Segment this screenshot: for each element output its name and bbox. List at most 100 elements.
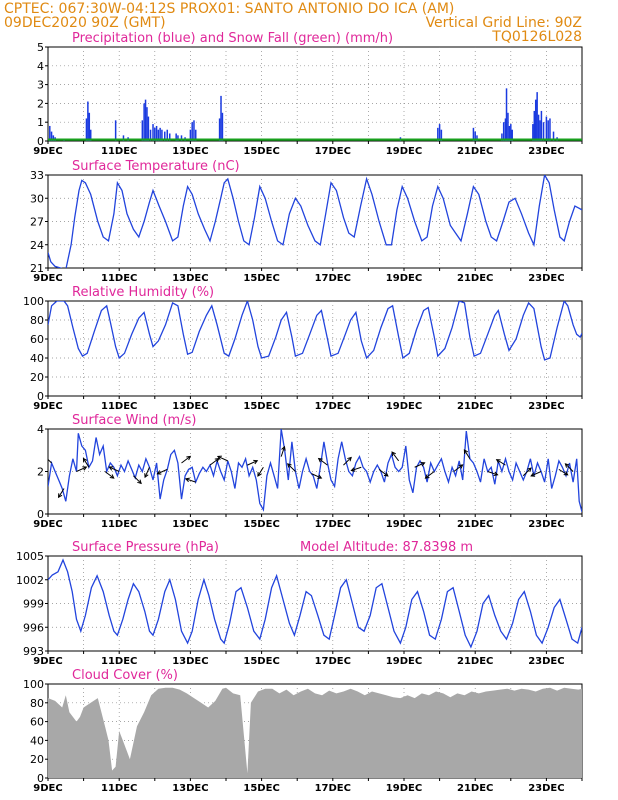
x-tick-label: 19DEC [386, 401, 422, 412]
wind-arrowhead [530, 472, 536, 477]
y-tick-label: 40 [30, 352, 44, 365]
plot-area [48, 88, 582, 141]
precip-bar [532, 124, 534, 141]
y-tick-label: 0 [37, 390, 44, 403]
plot-frame [47, 46, 583, 142]
x-tick-label: 17DEC [315, 273, 351, 284]
precip-bar [552, 131, 555, 141]
wind-arrowhead [495, 459, 501, 464]
y-tick-label: 60 [30, 716, 44, 729]
wind-vector [453, 464, 463, 472]
precip-bar [147, 116, 150, 141]
wind-vector [318, 458, 328, 466]
wind-vector [247, 460, 258, 466]
precip-bar [85, 118, 88, 141]
x-tick-label: 13DEC [172, 273, 208, 284]
x-tick-label: 11DEC [101, 273, 137, 284]
wind-vector [558, 468, 568, 476]
precip-bar [193, 120, 195, 141]
wind-arrowhead [144, 473, 149, 479]
x-tick-label: 15DEC [243, 401, 279, 412]
wind-vector [351, 466, 362, 472]
x-tick-label: 9DEC [33, 273, 62, 284]
plot-frame [47, 300, 583, 397]
wind-arrowhead [463, 449, 469, 454]
wind-vector [565, 463, 574, 472]
x-tick-label: 21DEC [457, 273, 493, 284]
wind-arrowhead [216, 455, 222, 460]
panel-1: 21 24 27 30 33 9DEC 11DEC 13DEC 15DEC 17DEC 19DEC 2… [30, 159, 583, 284]
wind-vector [76, 466, 87, 472]
x-tick-label: 11DEC [101, 783, 137, 794]
header-run-time: 09DEC2020 90Z (GMT) [4, 15, 166, 31]
y-tick-label: 0 [37, 135, 44, 148]
x-tick-label: 15DEC [243, 656, 279, 667]
precip-bar [164, 131, 166, 141]
panel-5: 0 20 40 60 80 100 9DEC 11DEC 13DEC 15DEC 17DEC 19DE… [23, 668, 583, 794]
precip-bar [549, 118, 551, 141]
x-tick-label: 21DEC [457, 146, 493, 157]
wind-arrowhead [156, 470, 162, 475]
precip-bar [114, 120, 117, 141]
precip-bar [146, 107, 148, 141]
y-tick-label: 20 [30, 753, 44, 766]
plot-area [48, 301, 582, 361]
wind-vector [133, 475, 142, 484]
wind-vector [257, 466, 264, 477]
precip-bar [537, 114, 540, 141]
x-tick-label: 17DEC [315, 519, 351, 530]
wind-vector [109, 466, 120, 472]
y-tick-label: 33 [30, 169, 44, 182]
wind-vector [414, 462, 425, 468]
precip-bar [504, 118, 507, 141]
precip-bar [189, 129, 192, 141]
precip-bar [143, 103, 145, 141]
precip-bar [438, 124, 441, 141]
wind-vector [185, 478, 196, 483]
plot-area [48, 687, 582, 778]
x-tick-label: 15DEC [243, 273, 279, 284]
wind-vector [83, 458, 90, 468]
x-tick-label: 11DEC [101, 656, 137, 667]
y-tick-label: 1002 [16, 574, 44, 587]
precip-bar [157, 129, 160, 141]
precip-bar [508, 125, 511, 141]
precip-bar [437, 127, 439, 141]
precip-bar [180, 135, 183, 141]
x-tick-label: 9DEC [33, 656, 62, 667]
precip-bar [221, 112, 224, 141]
y-tick-label: 27 [30, 216, 44, 229]
precip-bar [161, 129, 163, 141]
x-tick-label: 23DEC [528, 401, 564, 412]
wind-vector [530, 471, 542, 477]
x-tick-label: 19DEC [386, 273, 422, 284]
y-tick-label: 996 [23, 621, 44, 634]
precip-bar [169, 133, 171, 141]
wind-arrowhead [350, 467, 356, 472]
wind-vector [209, 458, 220, 466]
wind-arrowhead [108, 466, 114, 471]
wind-arrowhead [564, 463, 570, 468]
precip-bar [175, 133, 177, 141]
wind-arrowhead [563, 471, 569, 476]
y-tick-label: 4 [37, 60, 44, 73]
wind-arrowhead [57, 493, 63, 499]
y-tick-label: 30 [30, 192, 44, 205]
x-tick-label: 9DEC [33, 401, 62, 412]
y-tick-label: 80 [30, 697, 44, 710]
wind-vector [391, 451, 400, 462]
precip-bar [542, 122, 545, 141]
x-tick-label: 15DEC [243, 519, 279, 530]
x-tick-label: 13DEC [172, 519, 208, 530]
x-tick-label: 19DEC [386, 783, 422, 794]
wind-arrowhead [186, 455, 192, 461]
header-station: CPTEC: 067:30W-04:12S PROX01: SANTO ANTO… [4, 1, 454, 17]
series-line [48, 558, 582, 649]
x-tick-label: 13DEC [172, 656, 208, 667]
y-tick-label: 0 [37, 772, 44, 785]
y-tick-label: 2 [37, 97, 44, 110]
wind-vector [217, 456, 228, 462]
precip-bar [144, 99, 147, 141]
wind-vector [463, 449, 471, 460]
